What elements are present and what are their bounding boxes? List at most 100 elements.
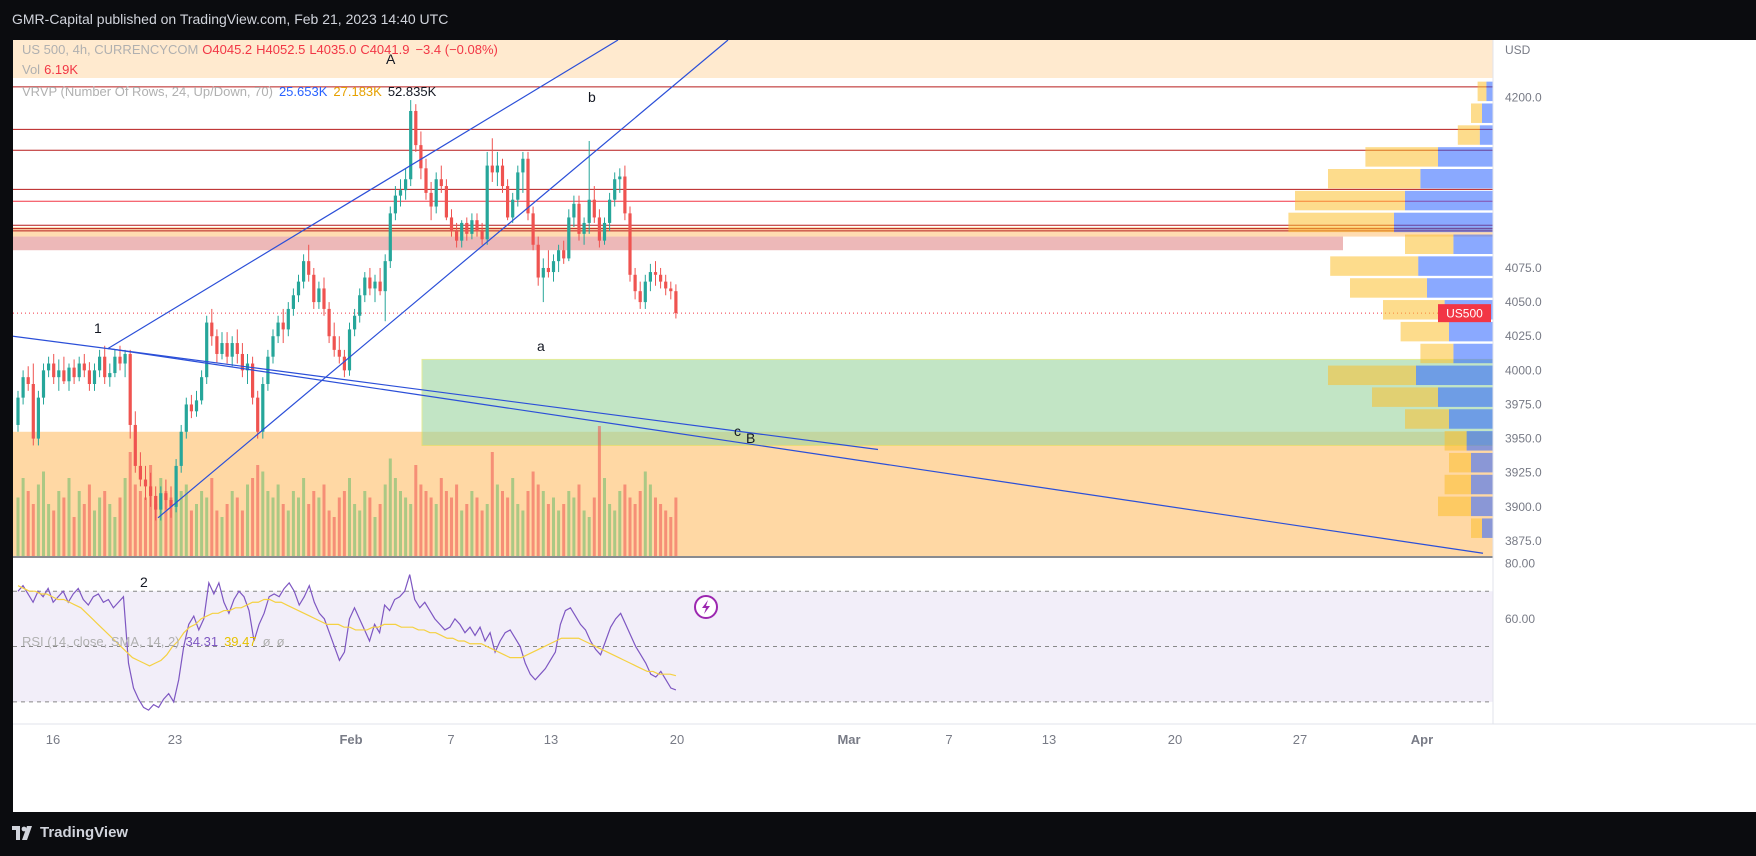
candle xyxy=(398,179,403,207)
candle xyxy=(643,274,647,309)
candle xyxy=(302,254,306,289)
rsi-tick-label: 80.00 xyxy=(1505,557,1535,571)
vrvp-row-up xyxy=(1449,452,1471,473)
price-tick-label: 4025.0 xyxy=(1505,329,1542,343)
volume-bar xyxy=(455,484,459,556)
volume-bar xyxy=(93,510,96,556)
volume-bar xyxy=(526,491,530,556)
candle xyxy=(521,151,525,193)
price-tick-label: 4075.0 xyxy=(1505,261,1542,275)
candle xyxy=(638,281,642,309)
tradingview-logo[interactable]: TradingView xyxy=(12,824,128,841)
candle-body xyxy=(398,190,403,196)
candle-body xyxy=(225,343,229,357)
volume-bar xyxy=(87,484,91,556)
candle-body xyxy=(21,377,25,398)
volume-bar xyxy=(210,478,214,556)
volume-bar xyxy=(169,497,173,556)
candle xyxy=(465,217,469,241)
candle-body xyxy=(409,110,413,180)
candle-body xyxy=(230,343,234,357)
candle-body xyxy=(82,363,86,371)
volume-bar xyxy=(164,491,168,556)
demand-zone-orange xyxy=(13,431,1493,556)
candle xyxy=(210,308,214,346)
volume-bar xyxy=(103,491,107,556)
vrvp-row-up xyxy=(1471,518,1482,538)
volume-bar xyxy=(444,491,448,556)
candle-body xyxy=(424,168,428,193)
candle-body xyxy=(567,217,571,259)
volume-bar xyxy=(633,504,637,556)
candle xyxy=(597,209,601,248)
legend-zone-orange xyxy=(13,40,1493,78)
volume-bar xyxy=(567,491,571,556)
candle xyxy=(602,217,607,245)
price-chart[interactable]: 4207.74176.54161.24132.64123.94106.34103… xyxy=(13,40,1756,812)
candle xyxy=(72,359,76,384)
candle xyxy=(460,220,464,248)
lightning-icon[interactable] xyxy=(694,595,718,619)
candle xyxy=(312,267,316,309)
volume-bar xyxy=(77,491,81,556)
candle-body xyxy=(210,322,214,337)
candle-body xyxy=(281,322,285,330)
volume-bar xyxy=(149,465,153,556)
candle-body xyxy=(271,336,275,357)
volume-bar xyxy=(225,504,229,556)
volume-bar xyxy=(353,504,357,556)
candle xyxy=(174,459,178,513)
wave-label-2: 2 xyxy=(140,574,148,590)
candle xyxy=(103,345,107,384)
vrvp-row-down xyxy=(1405,190,1493,211)
volume-bar xyxy=(189,510,193,556)
vrvp-row-down xyxy=(1394,212,1493,233)
candle xyxy=(291,288,295,316)
time-tick-label: 20 xyxy=(1168,732,1182,747)
candle xyxy=(608,192,612,232)
candle xyxy=(296,274,301,303)
candle xyxy=(164,479,168,510)
vrvp-row-up xyxy=(1365,147,1438,167)
volume-bar xyxy=(322,484,326,556)
candle-body xyxy=(164,493,168,501)
vrvp-row-up xyxy=(1350,278,1427,298)
candle-body xyxy=(52,363,56,378)
candle-body xyxy=(47,363,51,371)
candle xyxy=(674,284,678,319)
volume-bar xyxy=(506,497,510,556)
candle-body xyxy=(332,336,336,350)
symbol-tag-text: US500 xyxy=(1446,307,1483,321)
vrvp-row-up xyxy=(1457,125,1480,145)
candle xyxy=(531,206,535,251)
volume-bar xyxy=(302,478,306,556)
candle-body xyxy=(546,267,550,273)
candle-body xyxy=(57,370,61,378)
time-tick-label: 27 xyxy=(1293,732,1307,747)
candle-body xyxy=(511,199,515,218)
candle xyxy=(536,236,540,286)
candle-body xyxy=(98,356,102,371)
candle-body xyxy=(648,272,652,282)
vrvp-row-down xyxy=(1416,365,1493,386)
candle xyxy=(653,261,658,286)
candle xyxy=(327,302,331,344)
candle-body xyxy=(220,343,224,354)
volume-bar xyxy=(31,504,35,556)
candle xyxy=(317,281,321,309)
candle-body xyxy=(205,322,209,378)
volume-bar xyxy=(546,504,550,556)
volume-bar xyxy=(342,491,346,556)
candle xyxy=(342,349,346,378)
candle xyxy=(256,390,260,439)
candle-body xyxy=(475,220,479,232)
candle-body xyxy=(414,110,418,146)
volume-bar xyxy=(572,497,576,556)
vrvp-row-up xyxy=(1471,103,1482,123)
candle-body xyxy=(434,179,438,207)
volume-bar xyxy=(21,478,25,556)
candle-body xyxy=(592,199,596,218)
candle xyxy=(368,267,372,296)
volume-bar xyxy=(72,517,76,556)
candle-body xyxy=(363,277,367,296)
